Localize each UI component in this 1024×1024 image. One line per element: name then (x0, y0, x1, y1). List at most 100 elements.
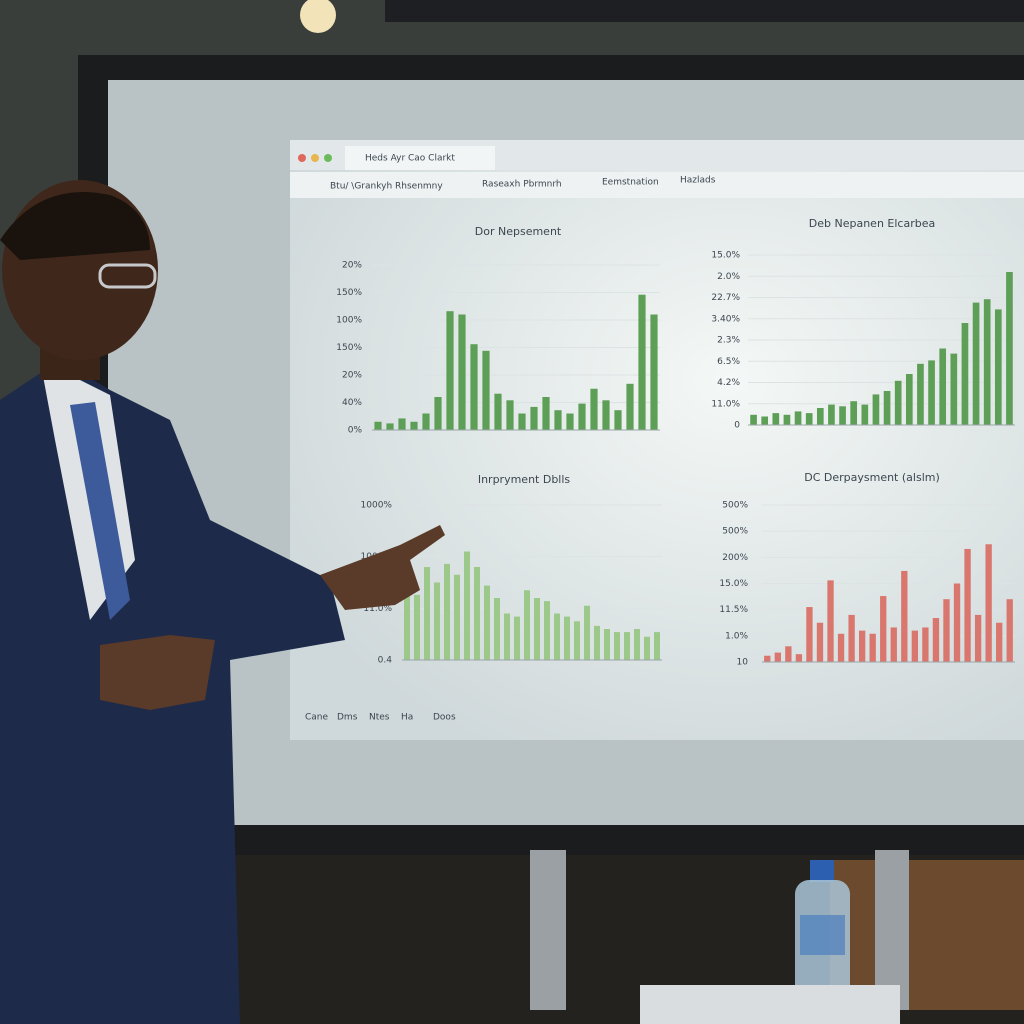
bar (544, 601, 550, 660)
footer-link[interactable]: Ntes (369, 713, 390, 723)
y-tick-label: 22.7% (711, 293, 740, 303)
bar (534, 598, 540, 660)
bar (614, 410, 622, 430)
y-tick-label: 1.0% (725, 631, 748, 641)
bar (837, 633, 845, 662)
bar (890, 627, 897, 662)
url[interactable]: Btu/ \Grankyh Rhsenmny (330, 182, 443, 192)
bar (578, 403, 586, 430)
bar (374, 421, 382, 430)
y-tick-label: 0 (734, 421, 740, 431)
bar (917, 363, 924, 425)
bar (943, 599, 950, 662)
bar (482, 350, 490, 430)
bar (764, 655, 771, 662)
bar (404, 590, 410, 660)
ceiling-light (300, 0, 336, 33)
bar (850, 401, 858, 425)
footer-link[interactable]: Doos (433, 713, 456, 723)
bar (872, 394, 880, 425)
bar (816, 408, 824, 425)
y-tick-label: 500% (722, 527, 748, 537)
y-tick-label: 200% (722, 553, 748, 563)
bar (604, 629, 610, 660)
footer-link[interactable]: Dms (337, 713, 358, 723)
footer-link[interactable]: Cane (305, 713, 329, 723)
y-tick-label: 150% (336, 288, 362, 298)
y-tick-label: 15.0% (711, 251, 740, 261)
bar (880, 596, 887, 662)
bar (816, 622, 824, 662)
bar (953, 583, 961, 662)
y-tick-label: 11.0% (363, 604, 392, 614)
bar (554, 613, 560, 660)
bar (422, 413, 430, 430)
bar (590, 388, 598, 430)
y-tick-label: 20% (342, 371, 362, 381)
presenter (0, 180, 445, 1024)
bar (1006, 272, 1013, 425)
bar (950, 353, 958, 425)
bar (839, 406, 846, 425)
y-tick-label: 2.3% (717, 336, 740, 346)
bar (484, 585, 490, 660)
bar (386, 423, 394, 430)
bar (828, 404, 835, 425)
bar (634, 629, 640, 660)
bar (795, 654, 803, 662)
bookmark[interactable]: Eemstnation (602, 178, 659, 188)
bar (506, 400, 514, 430)
bar (939, 348, 947, 425)
bar (458, 314, 466, 430)
y-tick-label: 500% (722, 501, 748, 511)
bar (650, 314, 658, 430)
footer-link[interactable]: Ha (401, 713, 413, 723)
bar (772, 413, 780, 425)
bar (602, 400, 610, 430)
y-tick-label: 4.2% (717, 378, 740, 388)
bar (654, 632, 660, 660)
bar (584, 605, 590, 660)
projector-mount (385, 0, 1024, 22)
bar (1006, 599, 1013, 662)
window-button (324, 154, 332, 162)
y-tick-label: 11.5% (719, 605, 748, 615)
y-tick-label: 0% (348, 426, 363, 436)
bar (961, 323, 969, 425)
tab-title[interactable]: Heds Ayr Cao Clarkt (365, 154, 455, 164)
bar (414, 594, 420, 660)
y-tick-label: 40% (342, 398, 362, 408)
bar (994, 309, 1002, 425)
bar (410, 421, 418, 430)
bar (894, 380, 902, 425)
bar (922, 627, 929, 662)
bookmark[interactable]: Hazlads (680, 176, 716, 186)
address-bar (290, 172, 1024, 198)
bar (446, 311, 454, 430)
stand-leg (875, 850, 909, 1010)
bar (464, 551, 470, 660)
browser-tab[interactable] (345, 146, 495, 170)
y-tick-label: 2.0% (717, 272, 740, 282)
bar (858, 630, 866, 662)
bar (444, 563, 450, 660)
bar (644, 636, 650, 660)
bar (785, 646, 792, 662)
bar (848, 614, 855, 662)
y-tick-label: 11.0% (711, 399, 740, 409)
bar (470, 344, 478, 430)
bar (928, 360, 935, 425)
bar (624, 632, 630, 660)
bar (524, 590, 530, 660)
bar (996, 622, 1003, 662)
bookmark[interactable]: Raseaxh Pbrmnrh (482, 180, 562, 190)
chart-title: Inrpryment Dblls (478, 473, 571, 486)
y-tick-label: 10 (737, 658, 749, 668)
bar (454, 574, 460, 660)
bar (750, 414, 757, 425)
bar (783, 414, 791, 425)
bar (530, 406, 538, 430)
bar (398, 418, 406, 430)
